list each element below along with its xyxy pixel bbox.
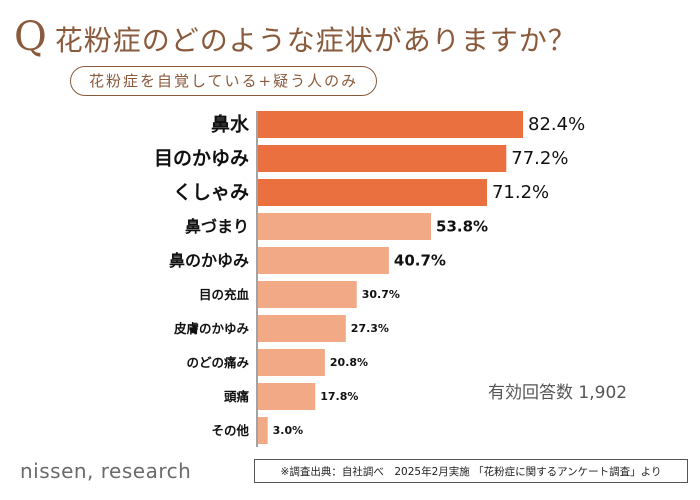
bar-10 xyxy=(258,417,268,444)
bar-9 xyxy=(258,383,316,410)
bar-2 xyxy=(258,145,507,172)
bar-7 xyxy=(258,315,346,342)
category-label: 鼻のかゆみ xyxy=(169,251,249,270)
value-label: 20.8% xyxy=(330,356,368,369)
value-label: 27.3% xyxy=(351,322,389,335)
bar-6 xyxy=(258,281,357,308)
nissen-research-logo: nissen, research xyxy=(20,459,192,483)
category-label: くしゃみ xyxy=(173,182,249,204)
category-label: 皮膚のかゆみ xyxy=(173,321,250,336)
category-label: その他 xyxy=(211,423,249,438)
source-note: ※調査出典：自社調べ 2025年2月実施 「花粉症に関するアンケート調査」より xyxy=(254,459,688,483)
bar-5 xyxy=(258,247,389,274)
value-label: 3.0% xyxy=(273,424,304,437)
value-label: 77.2% xyxy=(511,148,568,169)
bar-3 xyxy=(258,179,487,206)
category-label: 目の充血 xyxy=(199,287,250,302)
category-label: 鼻水 xyxy=(211,113,250,136)
category-label: のどの痛み xyxy=(186,355,249,370)
bar-4 xyxy=(258,213,432,240)
value-label: 17.8% xyxy=(320,390,358,403)
value-label: 30.7% xyxy=(362,288,400,301)
response-count: 有効回答数 1,902 xyxy=(488,383,628,403)
question-text: 花粉症のどのような症状がありますか？ xyxy=(54,24,577,57)
category-label: 鼻づまり xyxy=(185,217,249,236)
chart-subtitle: 花粉症を自覚している+疑う人のみ xyxy=(70,66,378,96)
value-label: 53.8% xyxy=(436,218,488,236)
category-label: 頭痛 xyxy=(224,389,250,404)
category-label: 目のかゆみ xyxy=(154,148,249,170)
question-mark-q: Q xyxy=(14,14,47,60)
value-label: 82.4% xyxy=(528,114,585,135)
chart-title: Q 花粉症のどのような症状がありますか？ xyxy=(14,14,694,60)
value-label: 40.7% xyxy=(394,252,446,270)
bar-1 xyxy=(258,111,523,138)
value-label: 71.2% xyxy=(492,182,549,203)
bar-8 xyxy=(258,349,325,376)
